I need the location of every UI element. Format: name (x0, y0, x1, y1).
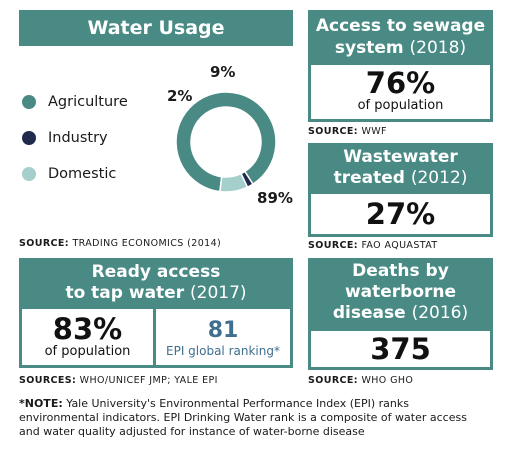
deaths-value: 375 (370, 332, 431, 366)
wastewater-header: Wastewater treated (2012) (308, 143, 493, 191)
tap-water-year: (2017) (190, 283, 247, 303)
agriculture-slice (175, 91, 277, 193)
tap-water-value: 83% (52, 312, 123, 346)
domestic-swatch (22, 167, 36, 181)
wastewater-title-line2: treated (333, 168, 405, 188)
sewage-title-line1: Access to sewage (315, 16, 486, 36)
epi-rank-value: 81 (207, 318, 239, 343)
source-text: FAO AQUASTAT (361, 240, 438, 251)
deaths-header: Deaths by waterborne disease (2016) (308, 258, 493, 328)
sewage-header: Access to sewage system (2018) (308, 10, 493, 62)
deaths-title-line1: Deaths by (352, 261, 449, 281)
legend-label: Industry (48, 130, 108, 146)
agriculture-swatch (22, 95, 36, 109)
legend-item-domestic: Domestic (22, 166, 128, 182)
tap-water-value-box: 83% of population 81 EPI global ranking* (19, 306, 293, 368)
wastewater-source: SOURCE: FAO AQUASTAT (308, 240, 438, 251)
water-usage-donut-chart: 89% 2% 9% (167, 63, 293, 207)
wastewater-value: 27% (365, 197, 436, 231)
source-prefix: SOURCE: (308, 240, 359, 251)
water-usage-source: SOURCE: TRADING ECONOMICS (2014) (19, 238, 221, 249)
tap-water-caption: of population (44, 344, 131, 359)
domestic-value-label: 9% (210, 63, 235, 81)
footnote: *NOTE: Yale University's Environmental P… (19, 397, 489, 439)
water-usage-header: Water Usage (19, 10, 293, 46)
source-text: WHO/UNICEF JMP; YALE EPI (79, 375, 218, 386)
agriculture-value-label: 89% (257, 189, 293, 207)
sewage-source: SOURCE: WWF (308, 126, 387, 137)
footnote-prefix: *NOTE: (19, 397, 63, 410)
deaths-source: SOURCE: WHO GHO (308, 375, 413, 386)
legend-item-agriculture: Agriculture (22, 94, 128, 110)
tap-water-title-line1: Ready access (91, 262, 221, 282)
wastewater-title-line1: Wastewater (343, 147, 458, 167)
sewage-caption: of population (357, 98, 444, 113)
source-text: WHO GHO (361, 375, 414, 386)
wastewater-year: (2012) (410, 168, 468, 188)
tap-water-source: SOURCES: WHO/UNICEF JMP; YALE EPI (19, 375, 218, 386)
sewage-title-line2: system (334, 38, 404, 58)
source-text: TRADING ECONOMICS (2014) (72, 238, 222, 249)
epi-rank-caption: EPI global ranking* (166, 344, 280, 358)
source-prefix: SOURCE: (308, 126, 359, 137)
legend-label: Domestic (48, 166, 117, 182)
footnote-text: Yale University's Environmental Performa… (19, 397, 467, 438)
tap-water-title-line2: to tap water (65, 283, 185, 303)
domestic-slice (219, 172, 249, 193)
legend-item-industry: Industry (22, 130, 128, 146)
deaths-value-box: 375 (308, 328, 493, 370)
industry-value-label: 2% (167, 87, 192, 105)
sewage-value: 76% (365, 66, 436, 100)
water-usage-legend: Agriculture Industry Domestic (22, 94, 128, 182)
water-usage-title: Water Usage (87, 17, 225, 39)
deaths-title-line3: disease (332, 303, 406, 323)
sewage-year: (2018) (409, 38, 467, 58)
wastewater-value-box: 27% (308, 191, 493, 237)
legend-label: Agriculture (48, 94, 128, 110)
tap-water-access-cell: 83% of population (22, 309, 156, 365)
source-text: WWF (361, 126, 387, 137)
deaths-year: (2016) (411, 303, 469, 323)
source-prefix: SOURCE: (308, 375, 359, 386)
tap-water-rank-cell: 81 EPI global ranking* (156, 309, 290, 365)
source-prefix: SOURCES: (19, 375, 77, 386)
sewage-value-box: 76% of population (308, 62, 493, 122)
industry-swatch (22, 131, 36, 145)
source-prefix: SOURCE: (19, 238, 70, 249)
tap-water-header: Ready access to tap water (2017) (19, 258, 293, 306)
deaths-title-line2: waterborne (344, 282, 457, 302)
